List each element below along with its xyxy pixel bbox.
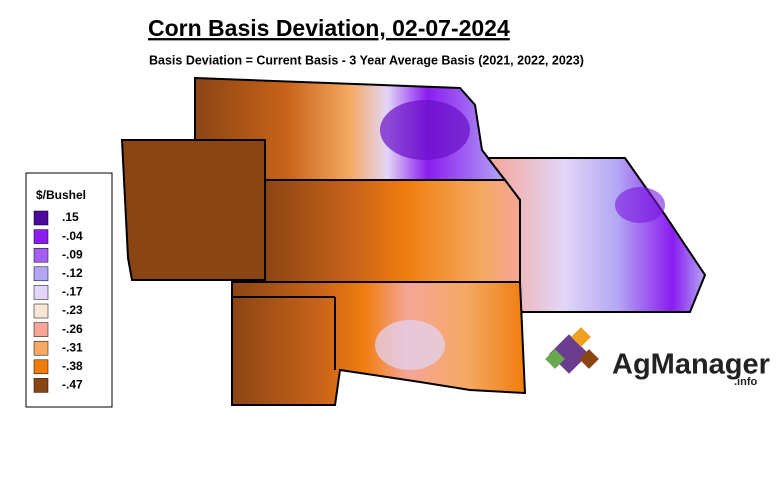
legend-label: -.23: [62, 303, 83, 317]
legend-swatch: [33, 210, 49, 226]
logo-diamond: [579, 349, 599, 369]
legend-swatch: [33, 359, 49, 375]
legend-swatch: [33, 322, 49, 337]
region-purple: [615, 187, 665, 223]
state-colorado: [120, 139, 266, 281]
legend-label: -.09: [62, 247, 83, 261]
legend-swatch: [33, 247, 49, 263]
legend-swatch: [33, 303, 49, 319]
legend-swatch: [33, 378, 49, 393]
logo-name: AgManager: [612, 349, 770, 381]
legend-label: .15: [62, 210, 79, 224]
legend-swatch: [33, 229, 49, 244]
legend-title: $/Bushel: [36, 188, 86, 202]
legend-items: .15 -.04 -.09 -.12 -.17 -.23 -.26 -.31 -.38 -.47: [33, 210, 83, 393]
logo-diamond: [545, 349, 565, 369]
logo-suffix: .info: [734, 376, 757, 388]
legend-label: -.26: [62, 322, 83, 336]
legend-swatch: [33, 285, 49, 300]
region-light: [375, 320, 445, 370]
legend-label: -.31: [62, 340, 83, 354]
logo-diamond: [571, 327, 591, 347]
map: [120, 76, 707, 406]
title: Corn Basis Deviation, 02-07-2024: [148, 15, 510, 41]
legend-swatch: [33, 340, 49, 356]
region-purple: [380, 100, 470, 160]
legend-label: -.12: [62, 266, 83, 280]
legend-label: -.04: [62, 229, 83, 243]
legend-label: -.47: [62, 378, 83, 392]
legend-swatch: [33, 266, 49, 282]
legend-label: -.17: [62, 285, 83, 299]
legend-label: -.38: [62, 359, 83, 373]
subtitle: Basis Deviation = Current Basis - 3 Year…: [149, 53, 584, 67]
logo: AgManager .info: [545, 327, 770, 388]
state-kansas: [264, 179, 521, 283]
